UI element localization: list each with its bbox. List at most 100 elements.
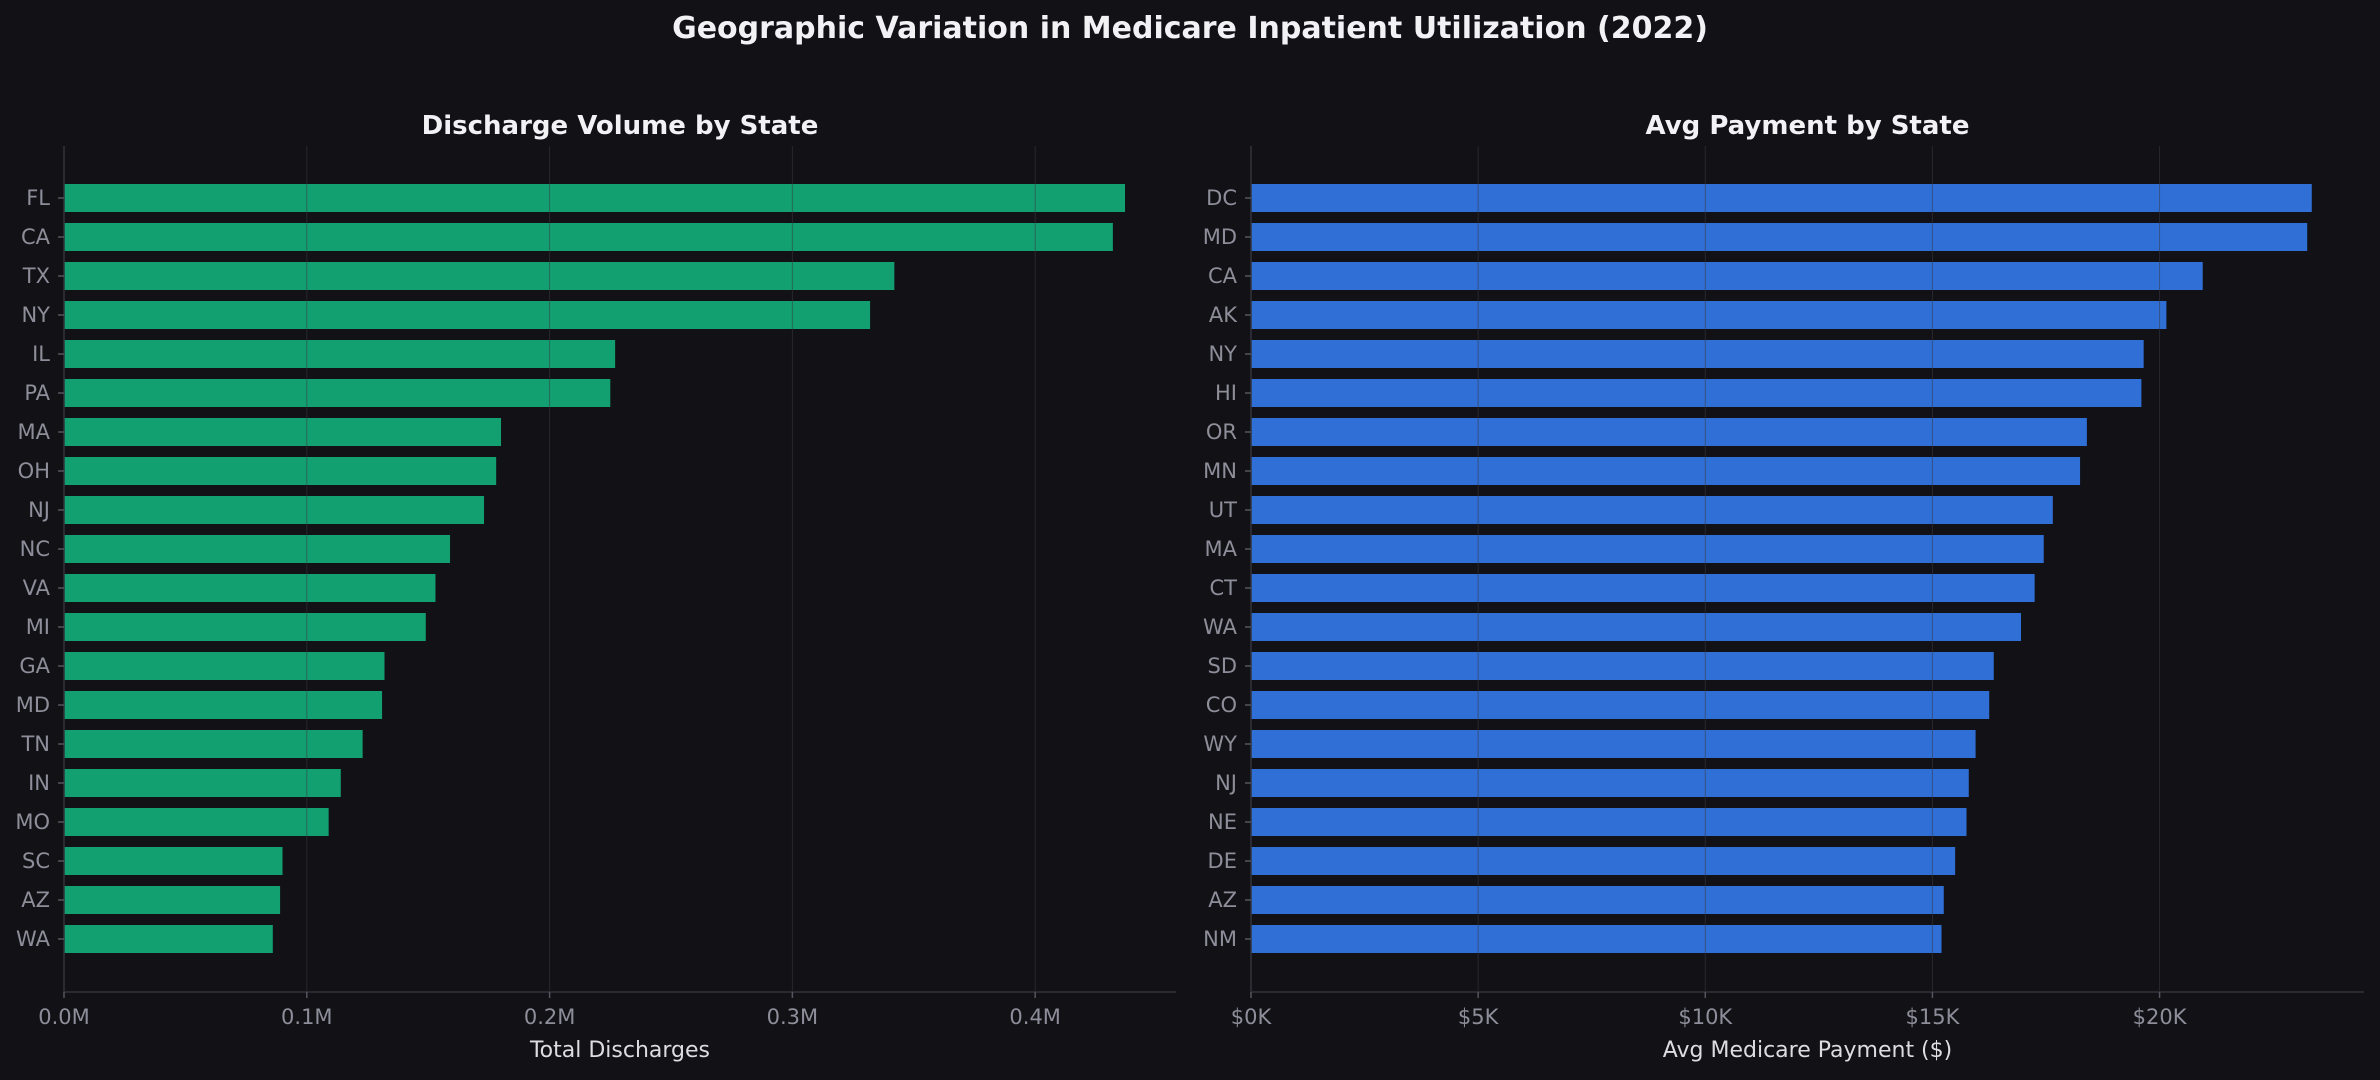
y-tick-label: SC — [22, 849, 50, 873]
y-tick-label: GA — [19, 654, 50, 678]
y-tick-label: MN — [1203, 459, 1237, 483]
y-tick-label: NJ — [28, 498, 50, 522]
bar-hi — [1251, 379, 2142, 407]
x-tick-label: 0.4M — [1009, 1005, 1061, 1029]
y-tick-label: DC — [1206, 186, 1237, 210]
x-tick-label: $5K — [1458, 1005, 1500, 1029]
bar-az — [64, 886, 281, 914]
y-tick-label: NM — [1203, 927, 1237, 951]
bar-nj — [1251, 769, 1969, 797]
y-tick-label: AK — [1209, 303, 1238, 327]
y-tick-label: AZ — [21, 888, 50, 912]
y-tick-label: TX — [22, 264, 50, 288]
panel-title: Avg Payment by State — [1646, 111, 1970, 141]
bar-ca — [1251, 262, 2203, 290]
bar-nj — [64, 496, 485, 524]
x-tick-label: $10K — [1678, 1005, 1733, 1029]
y-tick-label: CA — [1208, 264, 1238, 288]
bar-az — [1251, 886, 1944, 914]
grid — [306, 146, 1036, 992]
panel-avg-payment: Avg Payment by State DC MD CA AK NY HI OR MN UT MA… — [1203, 111, 2364, 1063]
y-tick-label: MD — [16, 693, 50, 717]
y-tick-label: UT — [1209, 498, 1237, 522]
bar-wa — [1251, 613, 2022, 641]
bar-sc — [64, 847, 283, 875]
x-tick-label: 0.0M — [38, 1005, 90, 1029]
bar-tn — [64, 730, 363, 758]
bar-oh — [64, 457, 497, 485]
x-tick-label: 0.2M — [524, 1005, 576, 1029]
bar-mn — [1251, 457, 2081, 485]
y-tick-label: PA — [24, 381, 50, 405]
bar-va — [64, 574, 436, 602]
y-tick-label: TN — [20, 732, 50, 756]
y-tick-label: IL — [32, 342, 50, 366]
y-tick-label: CO — [1206, 693, 1237, 717]
panel-title: Discharge Volume by State — [422, 111, 819, 141]
bar-pa — [64, 379, 611, 407]
y-tick-label: MD — [1203, 225, 1237, 249]
y-tick-label: IN — [28, 771, 50, 795]
y-tick-label: SD — [1207, 654, 1237, 678]
bars — [64, 184, 1126, 953]
bar-md — [1251, 223, 2308, 251]
y-tick-label: NC — [20, 537, 50, 561]
bar-in — [64, 769, 341, 797]
x-tick-label: $0K — [1231, 1005, 1273, 1029]
bar-md — [64, 691, 383, 719]
y-tick-label: NE — [1208, 810, 1237, 834]
x-tick-label: 0.1M — [281, 1005, 333, 1029]
bar-ct — [1251, 574, 2035, 602]
figure-title: Geographic Variation in Medicare Inpatie… — [672, 11, 1708, 46]
bar-ny — [1251, 340, 2144, 368]
y-tick-label: NY — [21, 303, 50, 327]
bar-il — [64, 340, 616, 368]
bar-nc — [64, 535, 451, 563]
bar-wy — [1251, 730, 1976, 758]
grid — [1477, 146, 2161, 992]
bar-ma — [1251, 535, 2044, 563]
y-tick-label: NY — [1208, 342, 1237, 366]
y-tick-label: MA — [18, 420, 51, 444]
x-axis-label: Avg Medicare Payment ($) — [1663, 1038, 1952, 1063]
bar-or — [1251, 418, 2087, 446]
y-tick-label: VA — [23, 576, 51, 600]
y-tick-label: AZ — [1208, 888, 1237, 912]
panel-discharge-volume: Discharge Volume by State FL CA TX NY IL PA MA O… — [15, 111, 1176, 1063]
y-tick-label: HI — [1215, 381, 1237, 405]
x-tick-label: $15K — [1905, 1005, 1960, 1029]
y-tick-label: CT — [1210, 576, 1238, 600]
bar-ny — [64, 301, 871, 329]
bar-ca — [64, 223, 1113, 251]
bar-ma — [64, 418, 502, 446]
y-tick-label: DE — [1208, 849, 1237, 873]
y-tick-label: FL — [26, 186, 50, 210]
y-tick-label: MI — [26, 615, 50, 639]
x-tick-label: 0.3M — [767, 1005, 819, 1029]
x-tick-label: $20K — [2133, 1005, 2188, 1029]
bar-co — [1251, 691, 1990, 719]
bar-ne — [1251, 808, 1967, 836]
bar-de — [1251, 847, 1956, 875]
y-tick-label: WY — [1203, 732, 1237, 756]
y-tick-label: OR — [1206, 420, 1237, 444]
bar-ak — [1251, 301, 2167, 329]
y-tick-label: MA — [1205, 537, 1238, 561]
y-tick-label: WA — [1203, 615, 1238, 639]
y-tick-label: CA — [21, 225, 51, 249]
bar-mo — [64, 808, 329, 836]
bar-nm — [1251, 925, 1942, 953]
y-tick-label: MO — [15, 810, 50, 834]
bar-dc — [1251, 184, 2312, 212]
bar-sd — [1251, 652, 1994, 680]
bar-fl — [64, 184, 1126, 212]
bar-mi — [64, 613, 426, 641]
bar-tx — [64, 262, 895, 290]
x-axis-label: Total Discharges — [529, 1038, 710, 1063]
bar-ut — [1251, 496, 2053, 524]
bar-wa — [64, 925, 273, 953]
y-tick-label: WA — [16, 927, 51, 951]
y-tick-label: NJ — [1215, 771, 1237, 795]
